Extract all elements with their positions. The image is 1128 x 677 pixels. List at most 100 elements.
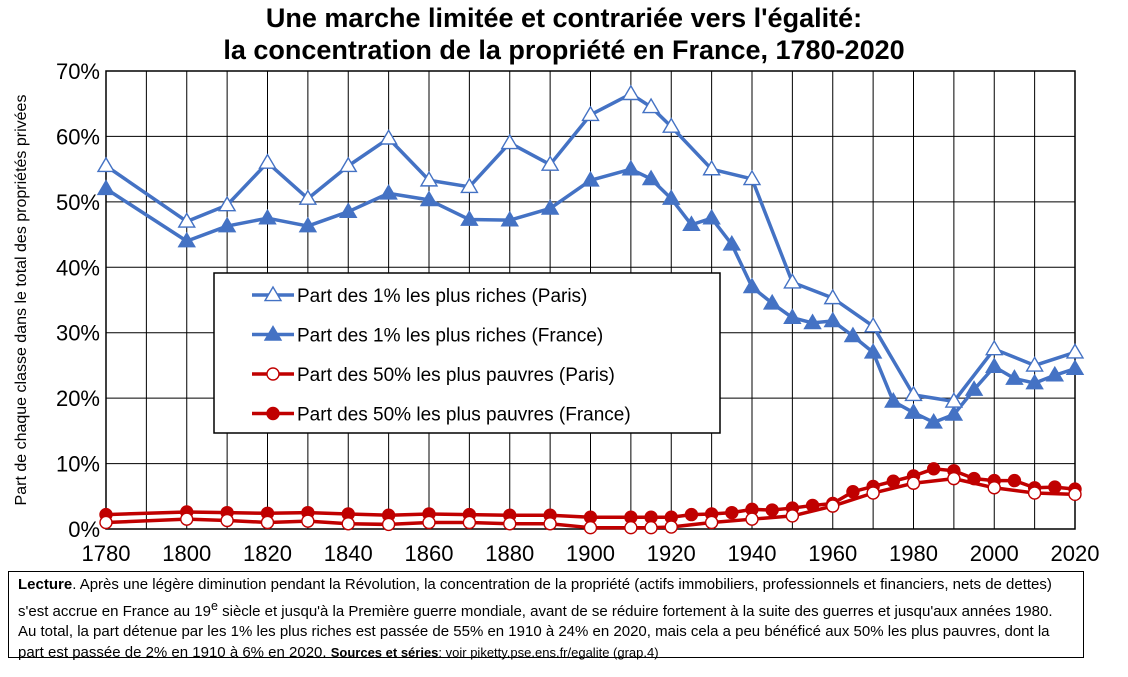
data-point: [704, 515, 719, 530]
data-point: [581, 105, 600, 122]
data-point: [180, 512, 194, 526]
data-point: [702, 208, 721, 225]
data-point: [1025, 373, 1044, 390]
reading-note: Lecture. Après une légère diminution pen…: [8, 571, 1084, 661]
data-point: [985, 339, 1004, 356]
data-point: [904, 385, 923, 402]
x-tick-label: 1880: [485, 541, 534, 566]
data-point: [339, 202, 358, 218]
data-point: [419, 170, 439, 187]
legend-item: Part des 1% les plus riches (Paris): [252, 285, 587, 307]
data-point: [260, 515, 275, 530]
data-point: [1068, 487, 1082, 502]
legend-label: Part des 50% les plus pauvres (France): [297, 405, 631, 426]
data-point: [904, 403, 923, 419]
data-point: [422, 515, 436, 530]
data-point: [944, 392, 964, 408]
data-point: [540, 155, 560, 171]
chart-subtitle: la concentration de la propriété en Fran…: [223, 35, 905, 65]
y-tick-label: 0%: [68, 517, 100, 542]
legend-label: Part des 1% les plus riches (France): [297, 326, 603, 347]
legend-marker: [263, 285, 283, 302]
x-tick-label: 1980: [889, 541, 938, 566]
data-point: [906, 476, 921, 490]
data-point: [985, 357, 1004, 374]
data-point: [339, 156, 358, 173]
data-point: [987, 481, 1001, 495]
data-point: [301, 514, 315, 528]
y-axis-label: Part de chaque classe dans le total des …: [13, 95, 30, 506]
data-point: [742, 169, 762, 186]
data-point: [783, 308, 802, 324]
data-point: [742, 277, 762, 294]
note-text-cont: siècle et jusqu'à la Première guerre mon…: [18, 602, 1053, 661]
data-point: [298, 189, 318, 205]
data-point: [177, 231, 196, 248]
data-point: [866, 486, 880, 500]
data-point: [217, 195, 237, 212]
data-point: [217, 216, 237, 233]
data-point: [926, 462, 941, 476]
legend-marker: [266, 367, 280, 381]
legend-item: Part des 1% les plus riches (France): [252, 325, 603, 347]
data-point: [884, 392, 903, 408]
data-point: [540, 199, 560, 215]
data-point: [785, 509, 800, 523]
x-tick-label: 1820: [243, 541, 292, 566]
x-tick-label: 2000: [970, 541, 1019, 566]
data-point: [460, 210, 479, 226]
data-point: [823, 311, 842, 328]
legend-item: Part des 50% les plus pauvres (Paris): [252, 365, 615, 386]
data-point: [1005, 369, 1024, 385]
data-point: [258, 153, 277, 169]
data-point: [684, 507, 699, 522]
data-point: [682, 215, 701, 232]
data-point: [298, 216, 318, 233]
y-tick-label: 10%: [56, 452, 100, 477]
data-point: [944, 405, 964, 421]
data-point: [1065, 359, 1085, 375]
legend-box: [213, 272, 721, 434]
data-point: [846, 485, 860, 499]
data-point: [947, 471, 961, 486]
data-point: [220, 513, 234, 528]
data-point: [1045, 365, 1065, 382]
data-point: [924, 412, 943, 429]
x-tick-label: 1920: [647, 541, 696, 566]
y-tick-label: 40%: [56, 255, 100, 280]
data-point: [177, 212, 196, 228]
series-paris-top1: [96, 84, 1085, 408]
data-point: [745, 512, 759, 526]
data-point: [863, 316, 883, 333]
data-point: [826, 499, 840, 513]
data-point: [1048, 480, 1062, 494]
data-point: [341, 517, 355, 531]
data-point: [964, 380, 984, 396]
data-point: [641, 97, 661, 114]
y-tick-label: 60%: [56, 124, 100, 149]
data-point: [96, 156, 116, 173]
x-tick-label: 1900: [566, 541, 615, 566]
data-point: [583, 520, 598, 535]
legend: Part des 1% les plus riches (Paris) Part …: [213, 272, 721, 434]
data-point: [1007, 473, 1022, 488]
x-tick-label: 1960: [808, 541, 857, 566]
data-point: [1027, 486, 1042, 500]
data-point: [783, 272, 802, 289]
data-point: [581, 170, 600, 187]
data-point: [500, 133, 519, 150]
data-point: [258, 208, 277, 225]
legend-marker: [266, 406, 280, 421]
data-point: [460, 177, 479, 194]
y-tick-label: 70%: [56, 59, 100, 84]
data-point: [662, 117, 681, 133]
legend-marker: [263, 325, 283, 341]
data-point: [803, 313, 822, 330]
data-point: [381, 517, 396, 532]
data-point: [621, 84, 641, 101]
data-point: [624, 520, 638, 535]
data-point: [462, 515, 477, 530]
data-point: [379, 183, 398, 200]
data-point: [379, 129, 398, 145]
note-lead: Lecture: [18, 576, 73, 593]
